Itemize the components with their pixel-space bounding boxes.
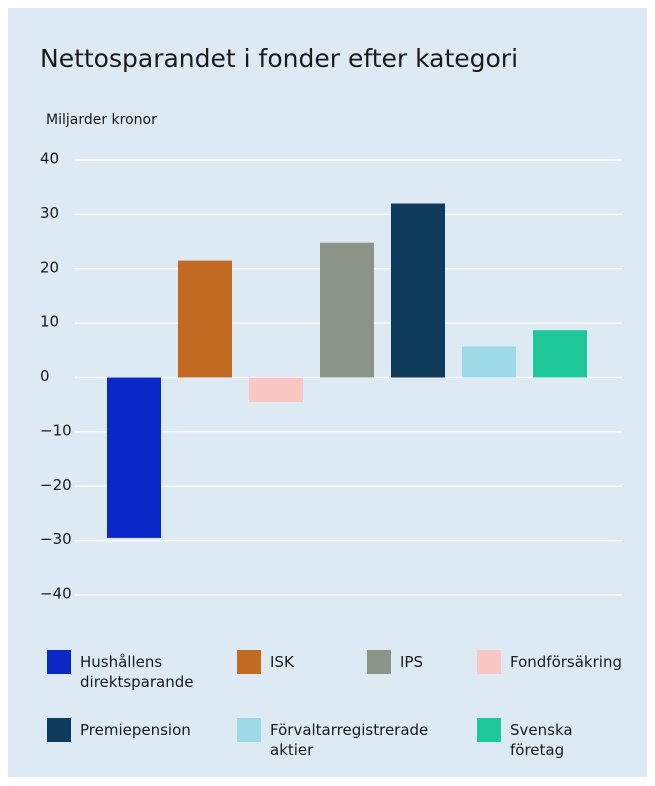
y-tick-label: 0 [40, 367, 50, 385]
bar [178, 260, 232, 378]
y-axis-label: Miljarder kronor [46, 112, 157, 128]
y-tick-label: −40 [40, 585, 72, 603]
legend-swatch [237, 718, 261, 742]
y-tick-label: 30 [40, 204, 59, 222]
legend-label: IPS [400, 653, 423, 671]
y-tick-label: 40 [40, 150, 59, 168]
legend-label: Förvaltarregistrerade aktier [270, 721, 429, 759]
legend-label: ISK [270, 653, 294, 671]
legend-swatch [47, 650, 71, 674]
legend-label: Svenska företag [510, 721, 573, 759]
bar [249, 377, 303, 402]
bar [320, 242, 374, 378]
y-tick-label: −10 [40, 421, 72, 439]
y-tick-label: 10 [40, 313, 59, 331]
legend-swatch [477, 650, 501, 674]
legend-swatch [477, 718, 501, 742]
legend-label: Hushållens direktsparande [80, 653, 194, 691]
bar [533, 330, 587, 378]
bar [391, 203, 445, 378]
y-tick-label: −20 [40, 476, 72, 494]
bar [107, 377, 161, 538]
bar [462, 346, 516, 378]
legend-label: Fondförsäkring [510, 653, 622, 671]
legend-swatch [47, 718, 71, 742]
y-tick-label: 20 [40, 258, 59, 276]
legend-swatch [237, 650, 261, 674]
chart-title: Nettosparandet i fonder efter kategori [40, 44, 518, 73]
y-tick-label: −30 [40, 530, 72, 548]
legend-label: Premiepension [80, 721, 191, 739]
legend-swatch [367, 650, 391, 674]
